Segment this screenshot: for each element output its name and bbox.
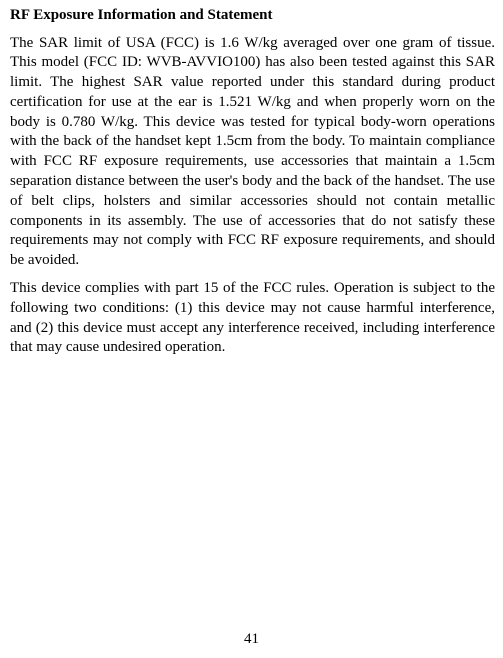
section-heading: RF Exposure Information and Statement	[10, 6, 495, 26]
page-number: 41	[0, 631, 503, 648]
document-page: RF Exposure Information and Statement Th…	[0, 0, 503, 358]
paragraph-1: The SAR limit of USA (FCC) is 1.6 W/kg a…	[10, 34, 495, 272]
paragraph-2: This device complies with part 15 of the…	[10, 279, 495, 358]
